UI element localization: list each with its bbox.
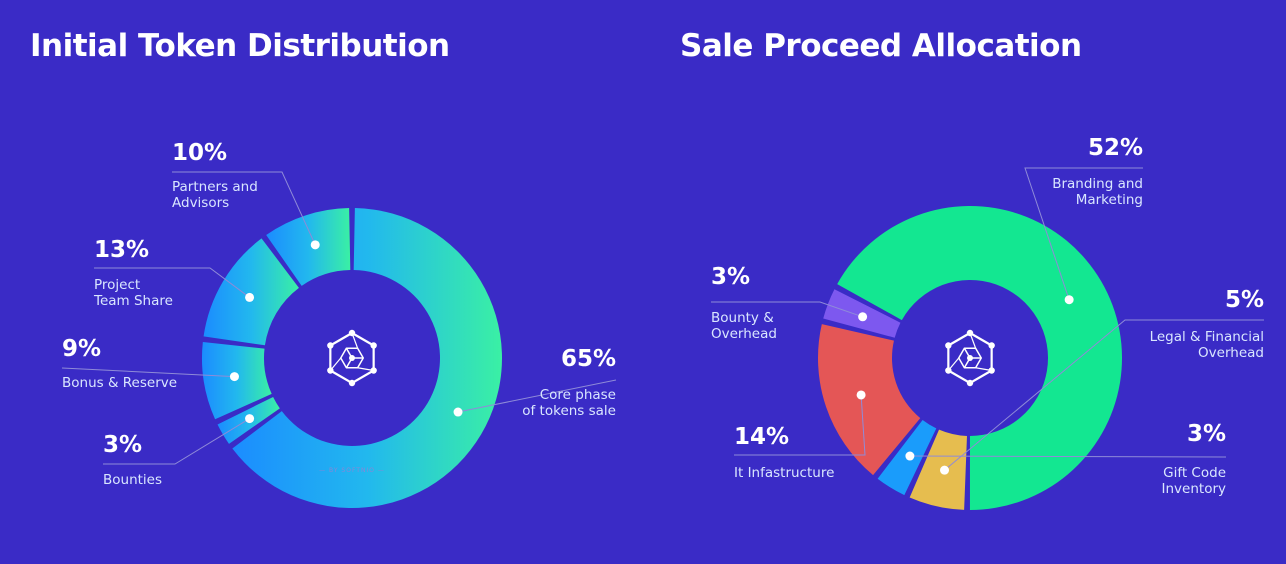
slice-marker-core-phase-of-tokens-sale: [453, 407, 463, 417]
slice-core-phase-of-tokens-sale: [232, 208, 502, 509]
slice-label-bounty-and-overhead-line-1: Bounty &: [711, 310, 774, 326]
leader-line-partners-and-advisors: [172, 171, 316, 246]
slice-label-core-phase-of-tokens-sale-line-1: Core phase: [540, 387, 616, 403]
slice-marker-branding-and-marketing: [1064, 295, 1074, 305]
slice-label-branding-and-marketing-line-2: Marketing: [1076, 192, 1143, 208]
slice-label-partners-and-advisors-line-1: Partners and: [172, 179, 258, 195]
slice-marker-bounties: [245, 414, 255, 424]
slice-marker-bounty-and-overhead: [858, 312, 868, 322]
slice-legal-and-financial-overhead: [909, 429, 967, 510]
slice-branding-and-marketing: [837, 206, 1123, 510]
slice-label-it-infastructure-line-1: It Infastructure: [734, 465, 834, 481]
slice-label-bonus-and-reserve-line-1: Bonus & Reserve: [62, 375, 177, 391]
hexagon-cube-icon: [945, 329, 995, 387]
slice-label-legal-and-financial-overhead-line-2: Overhead: [1198, 345, 1264, 361]
leader-line-bounty-and-overhead: [711, 301, 863, 318]
slice-percent-branding-and-marketing: 52%: [1088, 135, 1143, 161]
slice-marker-it-infastructure: [856, 390, 866, 400]
slice-label-core-phase-of-tokens-sale-line-2: of tokens sale: [522, 403, 616, 419]
slice-label-branding-and-marketing-line-1: Branding and: [1052, 176, 1143, 192]
leader-line-legal-and-financial-overhead: [944, 319, 1264, 471]
slice-label-gift-code-inventory-line-1: Gift Code: [1163, 465, 1226, 481]
leader-line-bonus-and-reserve: [61, 367, 235, 378]
leader-line-bounties: [103, 418, 250, 465]
leader-line-it-infastructure: [734, 394, 866, 456]
slice-percent-core-phase-of-tokens-sale: 65%: [561, 346, 616, 372]
slice-percent-bounties: 3%: [103, 432, 142, 458]
slice-percent-bounty-and-overhead: 3%: [711, 264, 750, 290]
slice-label-gift-code-inventory-line-2: Inventory: [1162, 481, 1226, 497]
chart-title-sale-proceed: Sale Proceed Allocation: [680, 28, 1082, 64]
slice-bonus-and-reserve: [201, 342, 272, 420]
watermark-text: — BY SOFTNIO —: [319, 467, 385, 474]
slice-percent-project-team-share: 13%: [94, 237, 149, 263]
slice-percent-gift-code-inventory: 3%: [1187, 421, 1226, 447]
leader-line-gift-code-inventory: [909, 455, 1227, 458]
slice-marker-gift-code-inventory: [905, 451, 915, 461]
slice-marker-legal-and-financial-overhead: [940, 465, 950, 475]
slice-label-partners-and-advisors-line-2: Advisors: [172, 195, 229, 211]
slice-marker-partners-and-advisors: [310, 240, 320, 250]
slice-label-project-team-share-line-2: Team Share: [93, 293, 173, 309]
slice-project-team-share: [203, 238, 299, 346]
slice-it-infastructure: [818, 324, 921, 476]
slice-percent-it-infastructure: 14%: [734, 424, 789, 450]
slice-marker-bonus-and-reserve: [229, 372, 239, 382]
slice-label-legal-and-financial-overhead-line-1: Legal & Financial: [1150, 329, 1264, 345]
slice-marker-project-team-share: [245, 292, 255, 302]
slice-percent-legal-and-financial-overhead: 5%: [1225, 287, 1264, 313]
chart-title-token-distribution: Initial Token Distribution: [30, 28, 450, 64]
hexagon-cube-icon: [327, 329, 377, 387]
leader-line-core-phase-of-tokens-sale: [457, 379, 617, 413]
slice-percent-bonus-and-reserve: 9%: [62, 336, 101, 362]
slice-label-bounties-line-1: Bounties: [103, 472, 162, 488]
slice-partners-and-advisors: [266, 208, 351, 286]
slice-label-bounty-and-overhead-line-2: Overhead: [711, 326, 777, 342]
leader-line-branding-and-marketing: [1024, 167, 1143, 300]
leader-line-project-team-share: [94, 267, 250, 298]
slice-label-project-team-share-line-1: Project: [94, 277, 140, 293]
slice-percent-partners-and-advisors: 10%: [172, 140, 227, 166]
